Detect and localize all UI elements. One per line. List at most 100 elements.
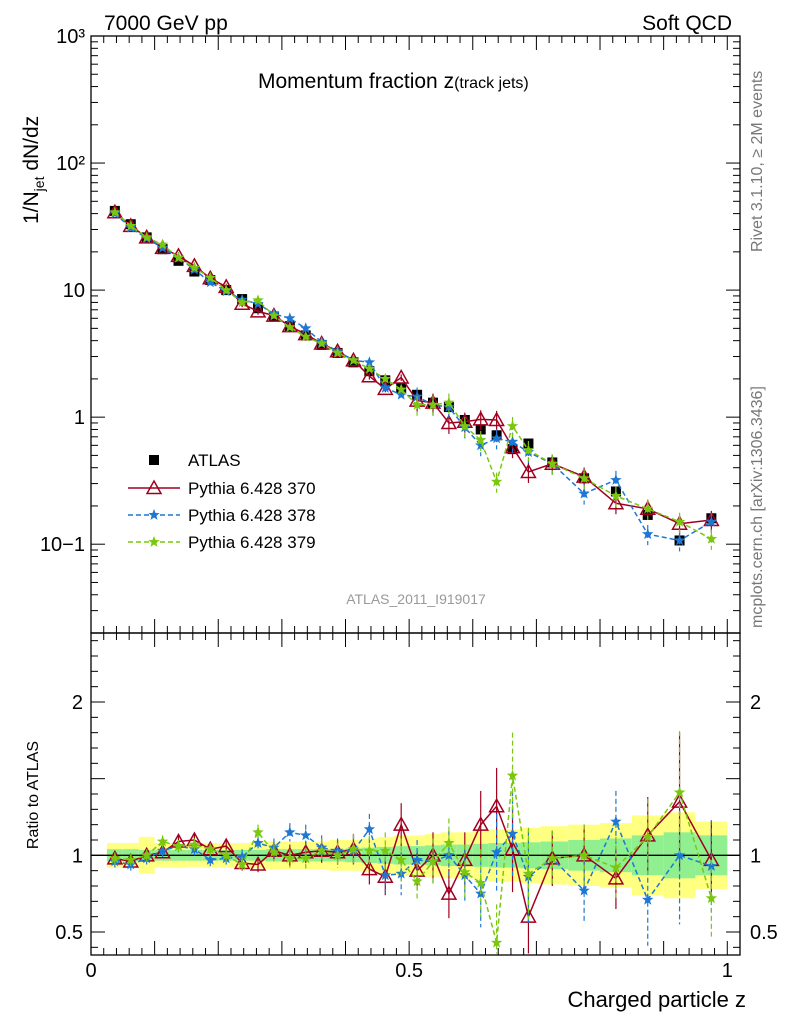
main-point (610, 474, 622, 485)
ratio-point (236, 858, 248, 870)
main-title-sub: (track jets) (454, 75, 529, 92)
ratio-point (610, 861, 622, 873)
main-point (490, 432, 503, 444)
main-point (361, 367, 378, 383)
main-point (284, 312, 296, 324)
main-point (642, 528, 654, 539)
main-point (379, 381, 391, 393)
ratio-point (109, 852, 121, 864)
main-ylabel-a: 1/N (20, 191, 43, 224)
ratio-point (440, 885, 458, 900)
main-point (459, 420, 471, 431)
ratio-point (154, 843, 171, 859)
main-series-2 (109, 207, 718, 552)
ratio-point (252, 837, 264, 848)
ratio-y-tick-label-right: 0.5 (750, 922, 778, 944)
ratio-point (490, 846, 503, 858)
main-point (578, 487, 590, 499)
ratio-point (490, 936, 503, 948)
main-title: Momentum fraction z(track jets) (258, 70, 529, 93)
ratio-point (642, 893, 654, 905)
ratio-ylabel: Ratio to ATLAS (25, 741, 42, 849)
ratio-point (578, 849, 590, 861)
side-text-source: mcplots.cern.ch [arXiv:1306.3436] (749, 386, 766, 628)
main-y-tick-label: 10−1 (40, 534, 85, 556)
ratio-point (379, 844, 391, 856)
main-point (141, 231, 153, 243)
main-point (347, 354, 360, 366)
ratio-point (411, 853, 423, 865)
ratio-point (506, 827, 519, 839)
ratio-point (363, 844, 376, 856)
main-point (204, 271, 216, 283)
main-ylabel: 1/Njet dN/dz (20, 116, 47, 224)
main-point (395, 388, 407, 400)
ratio-point (459, 866, 471, 878)
header-right: Soft QCD (642, 12, 732, 35)
main-point (392, 369, 410, 384)
main-point (268, 309, 280, 321)
main-point (252, 294, 264, 306)
ratio-point (610, 815, 622, 827)
main-point (642, 502, 654, 514)
ratio-point (504, 840, 521, 856)
main-point (233, 295, 251, 311)
main-y-tick-label: 10 (63, 280, 85, 302)
main-point (490, 475, 503, 487)
ratio-point (705, 892, 718, 904)
legend-label: Pythia 6.428 379 (188, 533, 316, 552)
main-point (379, 372, 391, 384)
ratio-point (252, 826, 264, 838)
main-point (705, 532, 718, 544)
ratio-point (379, 869, 391, 881)
main-point (331, 347, 344, 358)
main-point (315, 337, 328, 349)
ratio-frame (90, 632, 741, 956)
side-text-rivet: Rivet 3.1.10, ≥ 2M events (749, 71, 766, 252)
legend: ATLAS Pythia 6.428 370 Pythia 6.428 378 Pyt… (128, 451, 316, 552)
legend-entry: Pythia 6.428 378 (128, 506, 316, 525)
legend-marker (148, 509, 160, 520)
ratio-point (673, 849, 686, 861)
series-layer (106, 203, 720, 954)
ratio-point (395, 853, 407, 865)
main-point (188, 261, 201, 273)
main-point (673, 534, 686, 546)
ratio-point (204, 853, 216, 865)
ratio-point (578, 884, 590, 896)
ratio-point (331, 849, 344, 861)
legend-label: Pythia 6.428 370 (188, 479, 316, 498)
main-point (300, 330, 312, 342)
legend-entry: ATLAS (149, 451, 241, 470)
ratio-point (236, 850, 248, 862)
x-tick-label: 0 (85, 960, 96, 982)
main-point (475, 439, 487, 451)
main-point (297, 325, 315, 341)
main-y-tick-label: 10³ (56, 26, 85, 48)
main-point (522, 444, 535, 455)
ratio-point (392, 816, 410, 831)
ratio-point (705, 860, 718, 871)
main-point (440, 414, 458, 430)
ratio-point (284, 826, 296, 838)
ratio-point (249, 855, 267, 871)
main-point (109, 206, 121, 218)
main-point (252, 297, 264, 309)
x-tick-label: 1 (722, 960, 733, 982)
ratio-point (125, 853, 137, 865)
ratio-point (546, 852, 558, 864)
ratio-point (268, 846, 280, 858)
main-point (376, 380, 394, 396)
main-point (705, 515, 718, 527)
main-ylabel-b: dN/dz (20, 116, 43, 177)
ratio-point (300, 852, 312, 864)
analysis-watermark: ATLAS_2011_I919017 (346, 591, 486, 607)
ratio-point (363, 823, 376, 835)
main-ylabel-sub: jet (31, 176, 47, 192)
ratio-point (411, 875, 423, 887)
main-point (607, 494, 625, 510)
ratio-point (607, 869, 625, 885)
ratio-point (427, 855, 439, 867)
main-point (395, 383, 407, 395)
